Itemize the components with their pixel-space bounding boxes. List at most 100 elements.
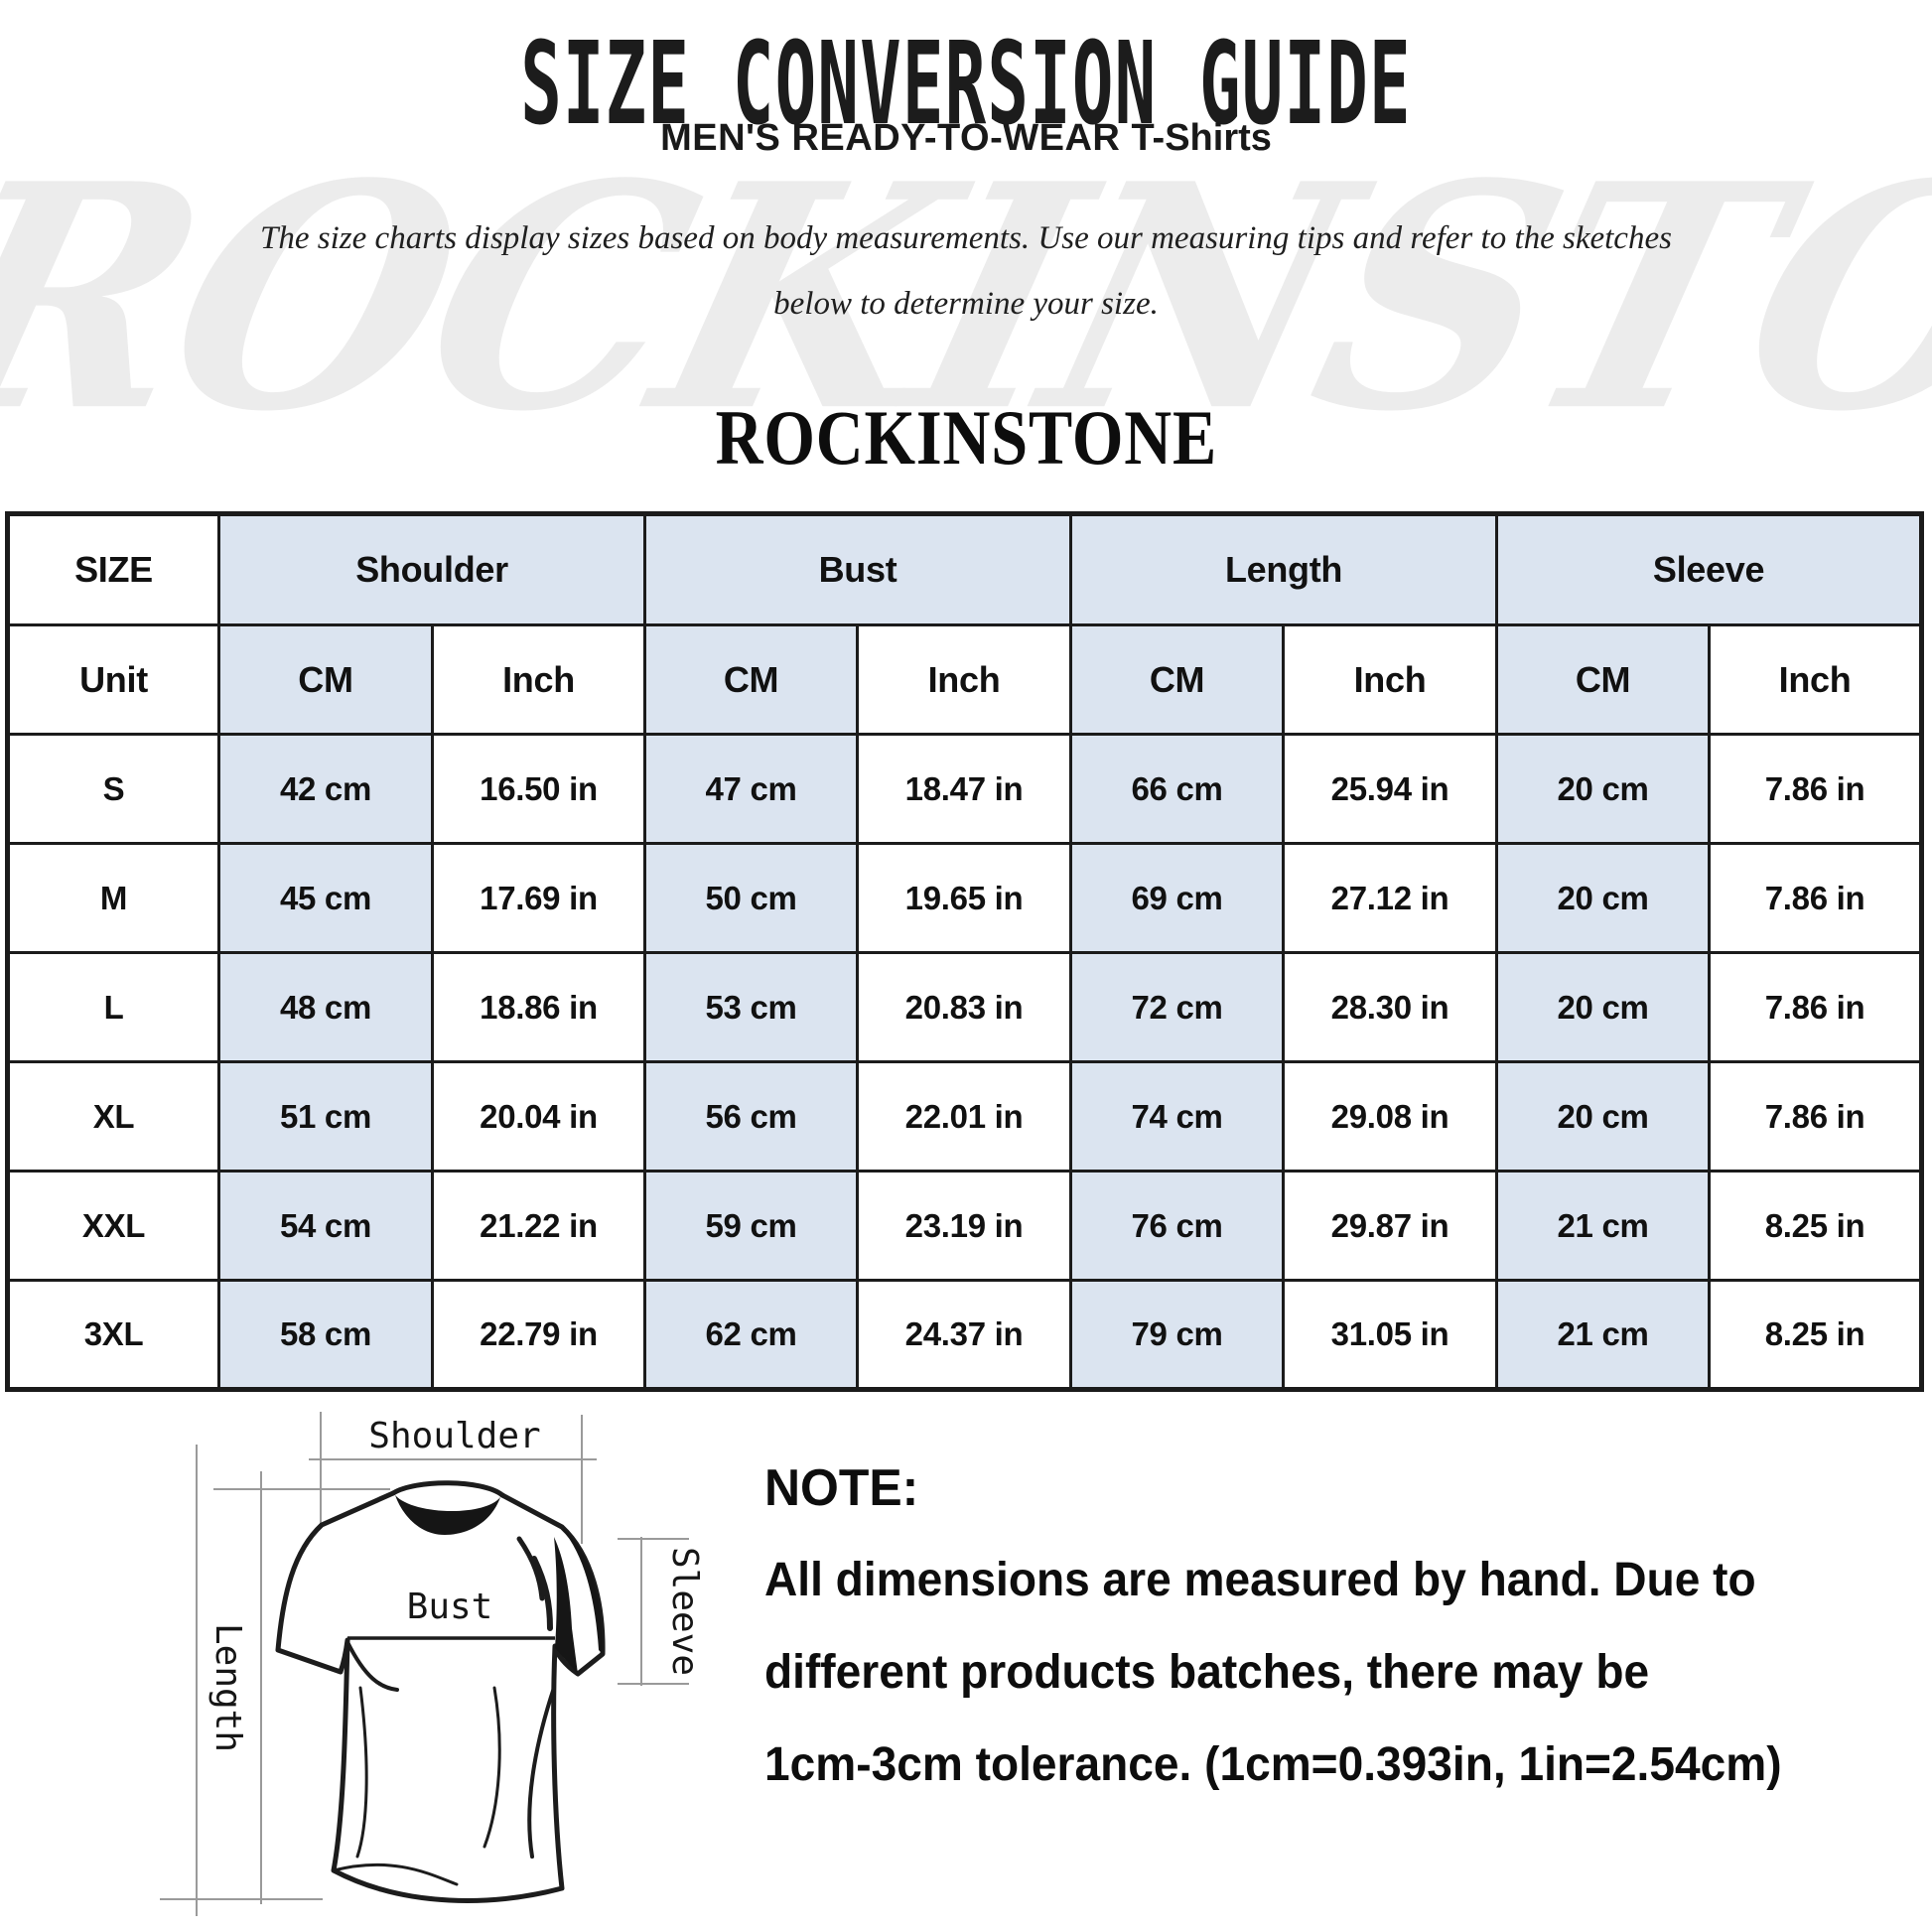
measurement-cell: 20 cm — [1495, 951, 1712, 1063]
page-subtitle: MEN'S READY-TO-WEAR T-Shirts — [0, 117, 1932, 160]
size-label: L — [6, 951, 220, 1063]
note-line: 1cm-3cm tolerance. (1cm=0.393in, 1in=2.5… — [764, 1738, 1782, 1791]
measurement-cell: 8.25 in — [1708, 1170, 1924, 1282]
measurement-cell: 16.50 in — [430, 733, 647, 845]
measurement-cell: 20 cm — [1495, 733, 1712, 845]
unit-cell: Inch — [856, 623, 1073, 736]
brand-name: ROCKINSTONE — [715, 394, 1217, 481]
measurement-cell: 74 cm — [1069, 1060, 1286, 1173]
tshirt-measurement-diagram: Shoulder Bust Length Sleeve — [160, 1412, 703, 1916]
measurement-cell: 53 cm — [643, 951, 860, 1063]
table-row-l: L 48 cm 18.86 in 53 cm 20.83 in 72 cm 28… — [6, 951, 1924, 1063]
measurement-cell: 24.37 in — [856, 1279, 1073, 1391]
sleeve-shading — [562, 1529, 604, 1654]
measurement-cell: 20.83 in — [856, 951, 1073, 1063]
measurement-cell: 27.12 in — [1282, 842, 1499, 954]
measurement-cell: 18.47 in — [856, 733, 1073, 845]
measurement-cell: 56 cm — [643, 1060, 860, 1173]
measurement-cell: 29.87 in — [1282, 1170, 1499, 1282]
unit-label-cell: Unit — [6, 623, 220, 736]
measurement-cell: 21 cm — [1495, 1170, 1712, 1282]
measure-guide-lines — [160, 1412, 689, 1916]
measurement-cell: 25.94 in — [1282, 733, 1499, 845]
measurement-cell: 66 cm — [1069, 733, 1286, 845]
subtitle-category: MEN'S READY-TO-WEAR — [660, 117, 1121, 159]
description-line-1: The size charts display sizes based on b… — [260, 220, 1672, 256]
size-conversion-table: SIZE Shoulder Bust Length Sleeve Unit CM… — [5, 511, 1925, 1392]
measurement-cell: 79 cm — [1069, 1279, 1286, 1391]
group-header-length: Length — [1069, 512, 1499, 626]
size-column-header: SIZE — [6, 512, 220, 626]
unit-cell: CM — [1495, 623, 1712, 736]
measurement-cell: 45 cm — [217, 842, 434, 954]
group-header-shoulder: Shoulder — [216, 512, 647, 626]
measurement-cell: 54 cm — [217, 1170, 434, 1282]
measurement-cell: 47 cm — [643, 733, 860, 845]
note-line: different products batches, there may be — [764, 1646, 1650, 1699]
size-label: S — [6, 733, 220, 845]
collar — [395, 1495, 500, 1535]
diagram-bust-label: Bust — [407, 1587, 493, 1627]
measurement-cell: 7.86 in — [1708, 842, 1924, 954]
measurement-cell: 22.01 in — [856, 1060, 1073, 1173]
note-line: All dimensions are measured by hand. Due… — [764, 1554, 1756, 1606]
measurement-cell: 76 cm — [1069, 1170, 1286, 1282]
group-header-sleeve: Sleeve — [1495, 512, 1924, 626]
table-row-s: S 42 cm 16.50 in 47 cm 18.47 in 66 cm 25… — [6, 733, 1924, 845]
measurement-cell: 23.19 in — [856, 1170, 1073, 1282]
page-title: SIZE CONVERSION GUIDE — [520, 18, 1412, 151]
diagram-sleeve-label: Sleeve — [664, 1547, 703, 1676]
table-group-header-row: SIZE Shoulder Bust Length Sleeve — [6, 512, 1924, 626]
measurement-cell: 17.69 in — [430, 842, 647, 954]
measurement-cell: 69 cm — [1069, 842, 1286, 954]
measurement-cell: 72 cm — [1069, 951, 1286, 1063]
unit-cell: CM — [217, 623, 434, 736]
size-label: XL — [6, 1060, 220, 1173]
unit-cell: CM — [643, 623, 860, 736]
measurement-cell: 20.04 in — [430, 1060, 647, 1173]
description-line-2: below to determine your size. — [773, 286, 1159, 322]
measurement-cell: 42 cm — [217, 733, 434, 845]
brand-name-wrap: ROCKINSTONE — [0, 393, 1932, 483]
size-label: XXL — [6, 1170, 220, 1282]
measurement-cell: 18.86 in — [430, 951, 647, 1063]
measurement-cell: 48 cm — [217, 951, 434, 1063]
unit-cell: CM — [1069, 623, 1286, 736]
underarm-shading — [554, 1537, 578, 1674]
size-label: M — [6, 842, 220, 954]
diagram-length-label: Length — [207, 1623, 248, 1752]
measurement-cell: 7.86 in — [1708, 1060, 1924, 1173]
measurement-cell: 28.30 in — [1282, 951, 1499, 1063]
table-unit-row: Unit CM Inch CM Inch CM Inch CM Inch — [6, 623, 1924, 736]
measurement-cell: 59 cm — [643, 1170, 860, 1282]
measurement-cell: 29.08 in — [1282, 1060, 1499, 1173]
measurement-cell: 22.79 in — [430, 1279, 647, 1391]
measurement-cell: 19.65 in — [856, 842, 1073, 954]
subtitle-product: T-Shirts — [1131, 117, 1272, 159]
measurement-cell: 31.05 in — [1282, 1279, 1499, 1391]
table-row-xl: XL 51 cm 20.04 in 56 cm 22.01 in 74 cm 2… — [6, 1060, 1924, 1173]
measurement-cell: 21.22 in — [430, 1170, 647, 1282]
unit-cell: Inch — [430, 623, 647, 736]
group-header-bust: Bust — [643, 512, 1073, 626]
measurement-cell: 58 cm — [217, 1279, 434, 1391]
measurement-cell: 7.86 in — [1708, 951, 1924, 1063]
tshirt-sketch — [275, 1480, 606, 1903]
measurement-cell: 7.86 in — [1708, 733, 1924, 845]
measurement-cell: 62 cm — [643, 1279, 860, 1391]
header: SIZE CONVERSION GUIDE — [0, 28, 1932, 142]
measurement-cell: 50 cm — [643, 842, 860, 954]
measurement-cell: 20 cm — [1495, 842, 1712, 954]
measurement-cell: 8.25 in — [1708, 1279, 1924, 1391]
note-heading: NOTE: — [764, 1458, 919, 1517]
diagram-shoulder-label: Shoulder — [368, 1416, 540, 1456]
unit-cell: Inch — [1282, 623, 1499, 736]
table-row-3xl: 3XL 58 cm 22.79 in 62 cm 24.37 in 79 cm … — [6, 1279, 1924, 1391]
measurement-cell: 21 cm — [1495, 1279, 1712, 1391]
table-row-xxl: XXL 54 cm 21.22 in 59 cm 23.19 in 76 cm … — [6, 1170, 1924, 1282]
note-block: NOTE: All dimensions are measured by han… — [764, 1442, 1885, 1811]
table-row-m: M 45 cm 17.69 in 50 cm 19.65 in 69 cm 27… — [6, 842, 1924, 954]
unit-cell: Inch — [1708, 623, 1924, 736]
size-label: 3XL — [6, 1279, 220, 1391]
